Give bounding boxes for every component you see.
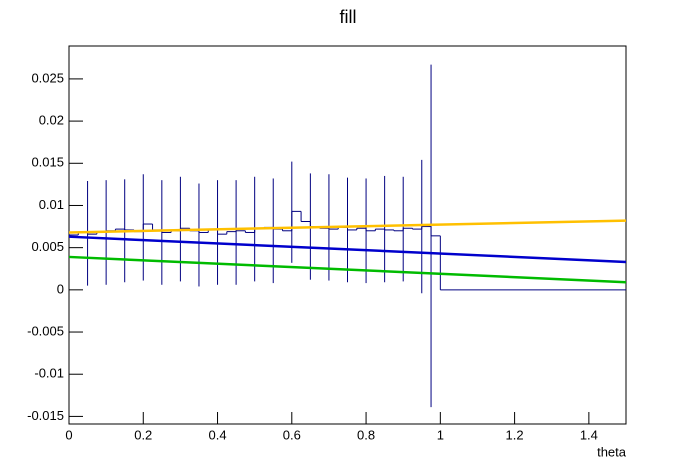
- x-tick-label: 1: [437, 427, 444, 442]
- y-tick-label: -0.01: [34, 366, 64, 381]
- y-tick-label: -0.005: [27, 323, 64, 338]
- fit-line: [68, 219, 627, 234]
- y-tick-label: 0.01: [39, 197, 64, 212]
- fit-line: [68, 255, 627, 284]
- y-tick-label: 0.005: [31, 239, 64, 254]
- x-tick-label: 0: [65, 427, 72, 442]
- x-axis-label: theta: [597, 444, 627, 459]
- x-tick-label: 0.6: [283, 427, 301, 442]
- x-tick-label: 0.4: [208, 427, 226, 442]
- x-tick-label: 1.2: [506, 427, 524, 442]
- y-tick-label: 0: [57, 281, 64, 296]
- x-tick-label: 1.4: [580, 427, 598, 442]
- y-tick-label: 0.015: [31, 155, 64, 170]
- y-tick-label: 0.02: [39, 113, 64, 128]
- x-tick-label: 0.2: [134, 427, 152, 442]
- chart-title: fill: [340, 7, 357, 27]
- fit-line: [68, 235, 627, 264]
- y-tick-label: -0.015: [27, 408, 64, 423]
- y-tick-label: 0.025: [31, 70, 64, 85]
- x-tick-label: 0.8: [357, 427, 375, 442]
